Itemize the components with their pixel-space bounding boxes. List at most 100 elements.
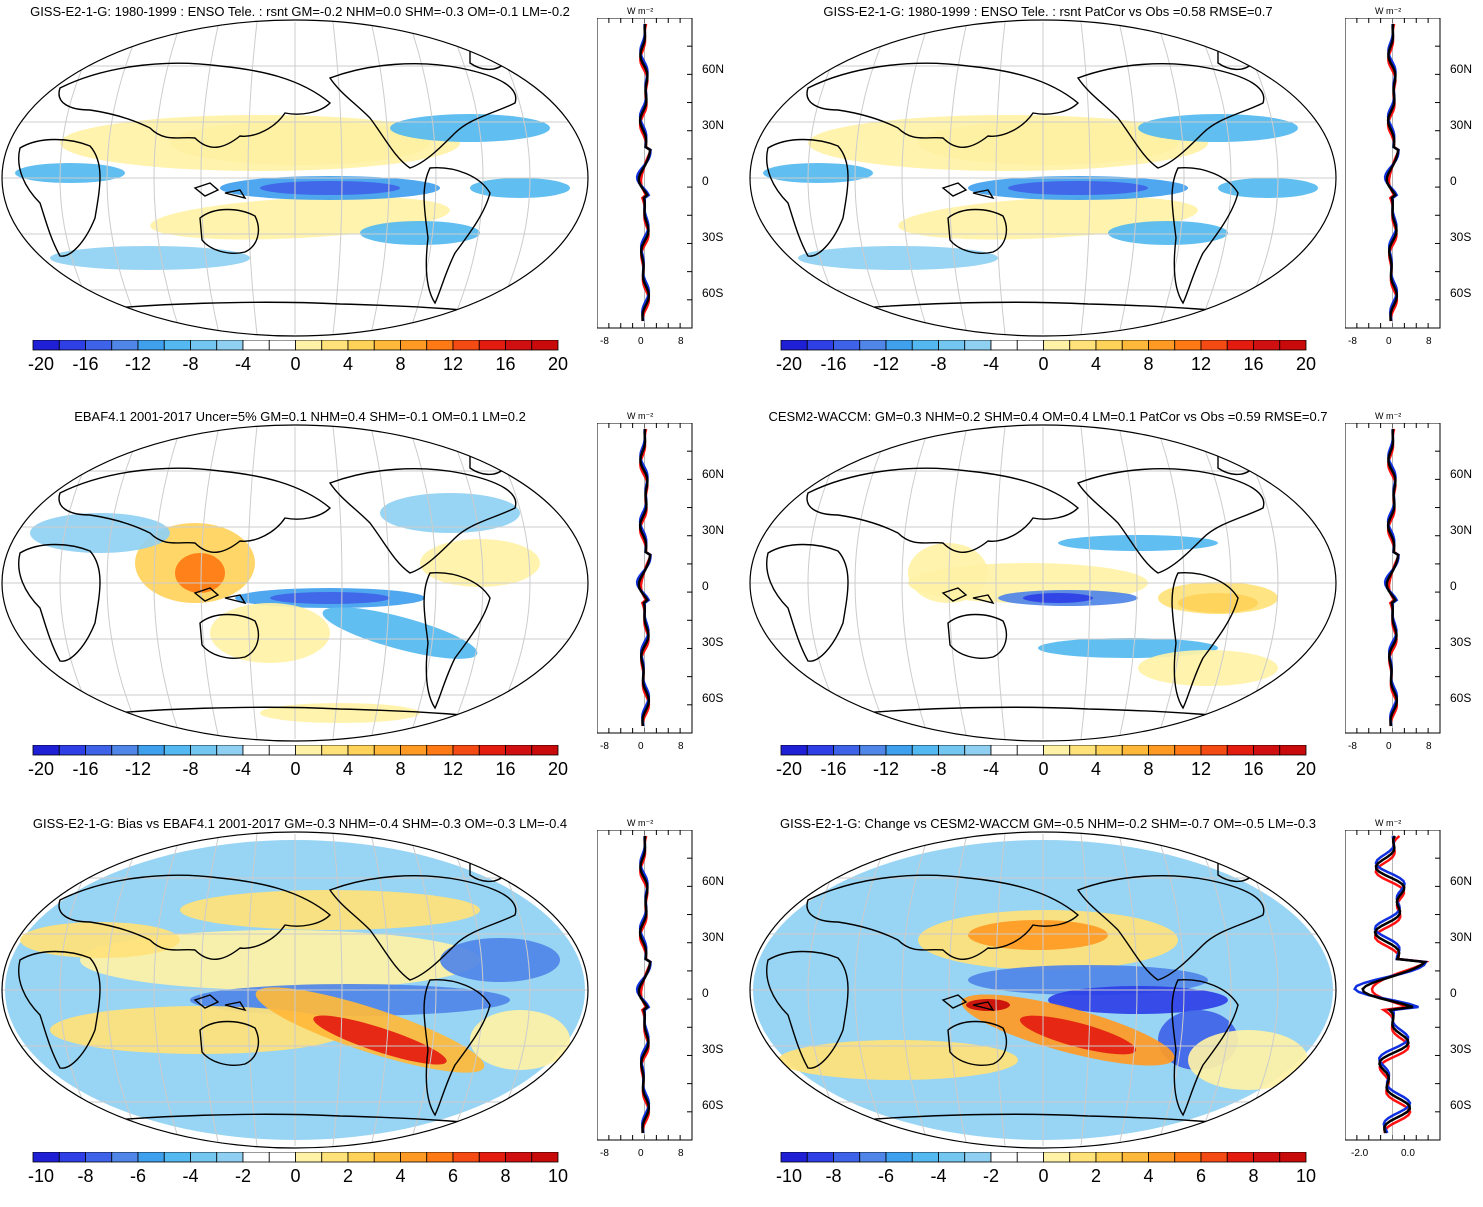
colorbar-cell (859, 340, 887, 351)
colorbar-cell (400, 340, 428, 351)
colorbar-label: 12 (1190, 759, 1212, 779)
map-panel: GISS-E2-1-G: 1980-1999 : ENSO Tele. : rs… (0, 0, 741, 395)
colorbar-cell (295, 340, 323, 351)
colorbar-cell (885, 1152, 913, 1163)
zonal-x-label: -2.0 (1351, 1148, 1369, 1159)
colorbar-cell (833, 1152, 861, 1163)
colorbar-cell (400, 1152, 428, 1163)
colorbar-cell (137, 1152, 165, 1163)
colorbar-cell (32, 745, 60, 756)
colorbar-cell (1253, 1152, 1281, 1163)
colorbar-cell (295, 1152, 323, 1163)
colorbar-cell (1043, 340, 1071, 351)
colorbar-cell (452, 340, 480, 351)
colorbar-cell (1174, 745, 1202, 756)
colorbar-cell (216, 1152, 244, 1163)
colorbar-label: -20 (27, 354, 54, 374)
colorbar-cell (163, 745, 191, 756)
latitude-label: 30S (1450, 230, 1472, 244)
colorbar-cell (1174, 340, 1202, 351)
colorbar-cell (58, 1152, 86, 1163)
colorbar-cell (806, 745, 834, 756)
colorbar-cell (1069, 1152, 1097, 1163)
latitude-label: 60S (702, 1098, 724, 1112)
colorbar-label: 20 (547, 354, 569, 374)
latitude-label: 30N (702, 523, 725, 537)
colorbar-label: -8 (930, 354, 947, 374)
colorbar-cell (1200, 745, 1228, 756)
colorbar-cell (1121, 340, 1149, 351)
colorbar-label: -12 (124, 759, 151, 779)
colorbar-label: 4 (395, 1166, 406, 1186)
world-map (749, 19, 1337, 337)
colorbar-label: 8 (1143, 759, 1154, 779)
zonal-unit: W m⁻² (1375, 6, 1402, 16)
colorbar-cell (505, 745, 533, 756)
zonal-x-label: 0 (638, 1148, 644, 1159)
colorbar-label: -8 (77, 1166, 94, 1186)
colorbar-cell (780, 1152, 808, 1163)
colorbar-cell (452, 1152, 480, 1163)
zonal-x-label: 0 (638, 741, 644, 752)
colorbar-cell (1043, 745, 1071, 756)
zonal-x-label: 0.0 (1401, 1148, 1415, 1159)
zonal-mean-line (637, 835, 652, 1134)
colorbar-cell (163, 1152, 191, 1163)
colorbar-label: -16 (820, 759, 847, 779)
colorbar-cell (400, 745, 428, 756)
latitude-label: 60S (1450, 286, 1472, 300)
colorbar-label: 8 (395, 759, 406, 779)
colorbar-cell (1253, 745, 1281, 756)
colorbar-cell (1253, 340, 1281, 351)
colorbar-cell (505, 340, 533, 351)
colorbar-cell (938, 340, 966, 351)
colorbar-cell (426, 340, 454, 351)
colorbar-cell (1200, 340, 1228, 351)
colorbar-cell (242, 340, 270, 351)
colorbar-cell (1121, 1152, 1149, 1163)
zonal-x-label: 8 (1426, 741, 1432, 752)
latitude-label: 30N (1450, 930, 1473, 944)
colorbar-cell (1043, 1152, 1071, 1163)
colorbar-cell (32, 340, 60, 351)
colorbar-label: -2 (982, 1166, 999, 1186)
colorbar-label: 12 (1190, 354, 1212, 374)
colorbar-cell (163, 340, 191, 351)
colorbar-cell (373, 340, 401, 351)
colorbar-cell (885, 340, 913, 351)
colorbar-cell (58, 340, 86, 351)
colorbar-cell (1016, 745, 1044, 756)
map-panel: CESM2-WACCM: GM=0.3 NHM=0.2 SHM=0.4 OM=0… (748, 405, 1483, 800)
colorbar-cell (1095, 745, 1123, 756)
latitude-label: 60S (702, 286, 724, 300)
panel-title: EBAF4.1 2001-2017 Uncer=5% GM=0.1 NHM=0.… (74, 409, 526, 424)
colorbar-label: 8 (1143, 354, 1154, 374)
colorbar-cell (426, 745, 454, 756)
zonal-x-label: -8 (1348, 336, 1357, 347)
colorbar-cell (347, 745, 375, 756)
zonal-mean-line (1385, 23, 1400, 322)
colorbar-cell (137, 745, 165, 756)
colorbar-label: 8 (395, 354, 406, 374)
zonal-unit: W m⁻² (627, 411, 654, 421)
panel-title: GISS-E2-1-G: 1980-1999 : ENSO Tele. : rs… (30, 4, 570, 19)
latitude-label: 30S (1450, 635, 1472, 649)
colorbar-label: -8 (930, 759, 947, 779)
colorbar-label: -8 (182, 354, 199, 374)
colorbar-label: 12 (442, 759, 464, 779)
map-panel: GISS-E2-1-G: Change vs CESM2-WACCM GM=-0… (748, 812, 1483, 1207)
colorbar-cell (1095, 1152, 1123, 1163)
colorbar-cell (1200, 1152, 1228, 1163)
colorbar-cell (295, 745, 323, 756)
zonal-mean-plot (597, 18, 693, 329)
colorbar-label: 6 (447, 1166, 458, 1186)
colorbar-cell (268, 340, 296, 351)
colorbar-cell (321, 340, 349, 351)
zonal-x-label: -8 (600, 336, 609, 347)
colorbar-label: -12 (872, 354, 899, 374)
colorbar-cell (347, 1152, 375, 1163)
colorbar-label: 4 (1090, 759, 1101, 779)
colorbar (32, 745, 559, 756)
latitude-label: 30S (1450, 1042, 1472, 1056)
colorbar-cell (911, 1152, 939, 1163)
